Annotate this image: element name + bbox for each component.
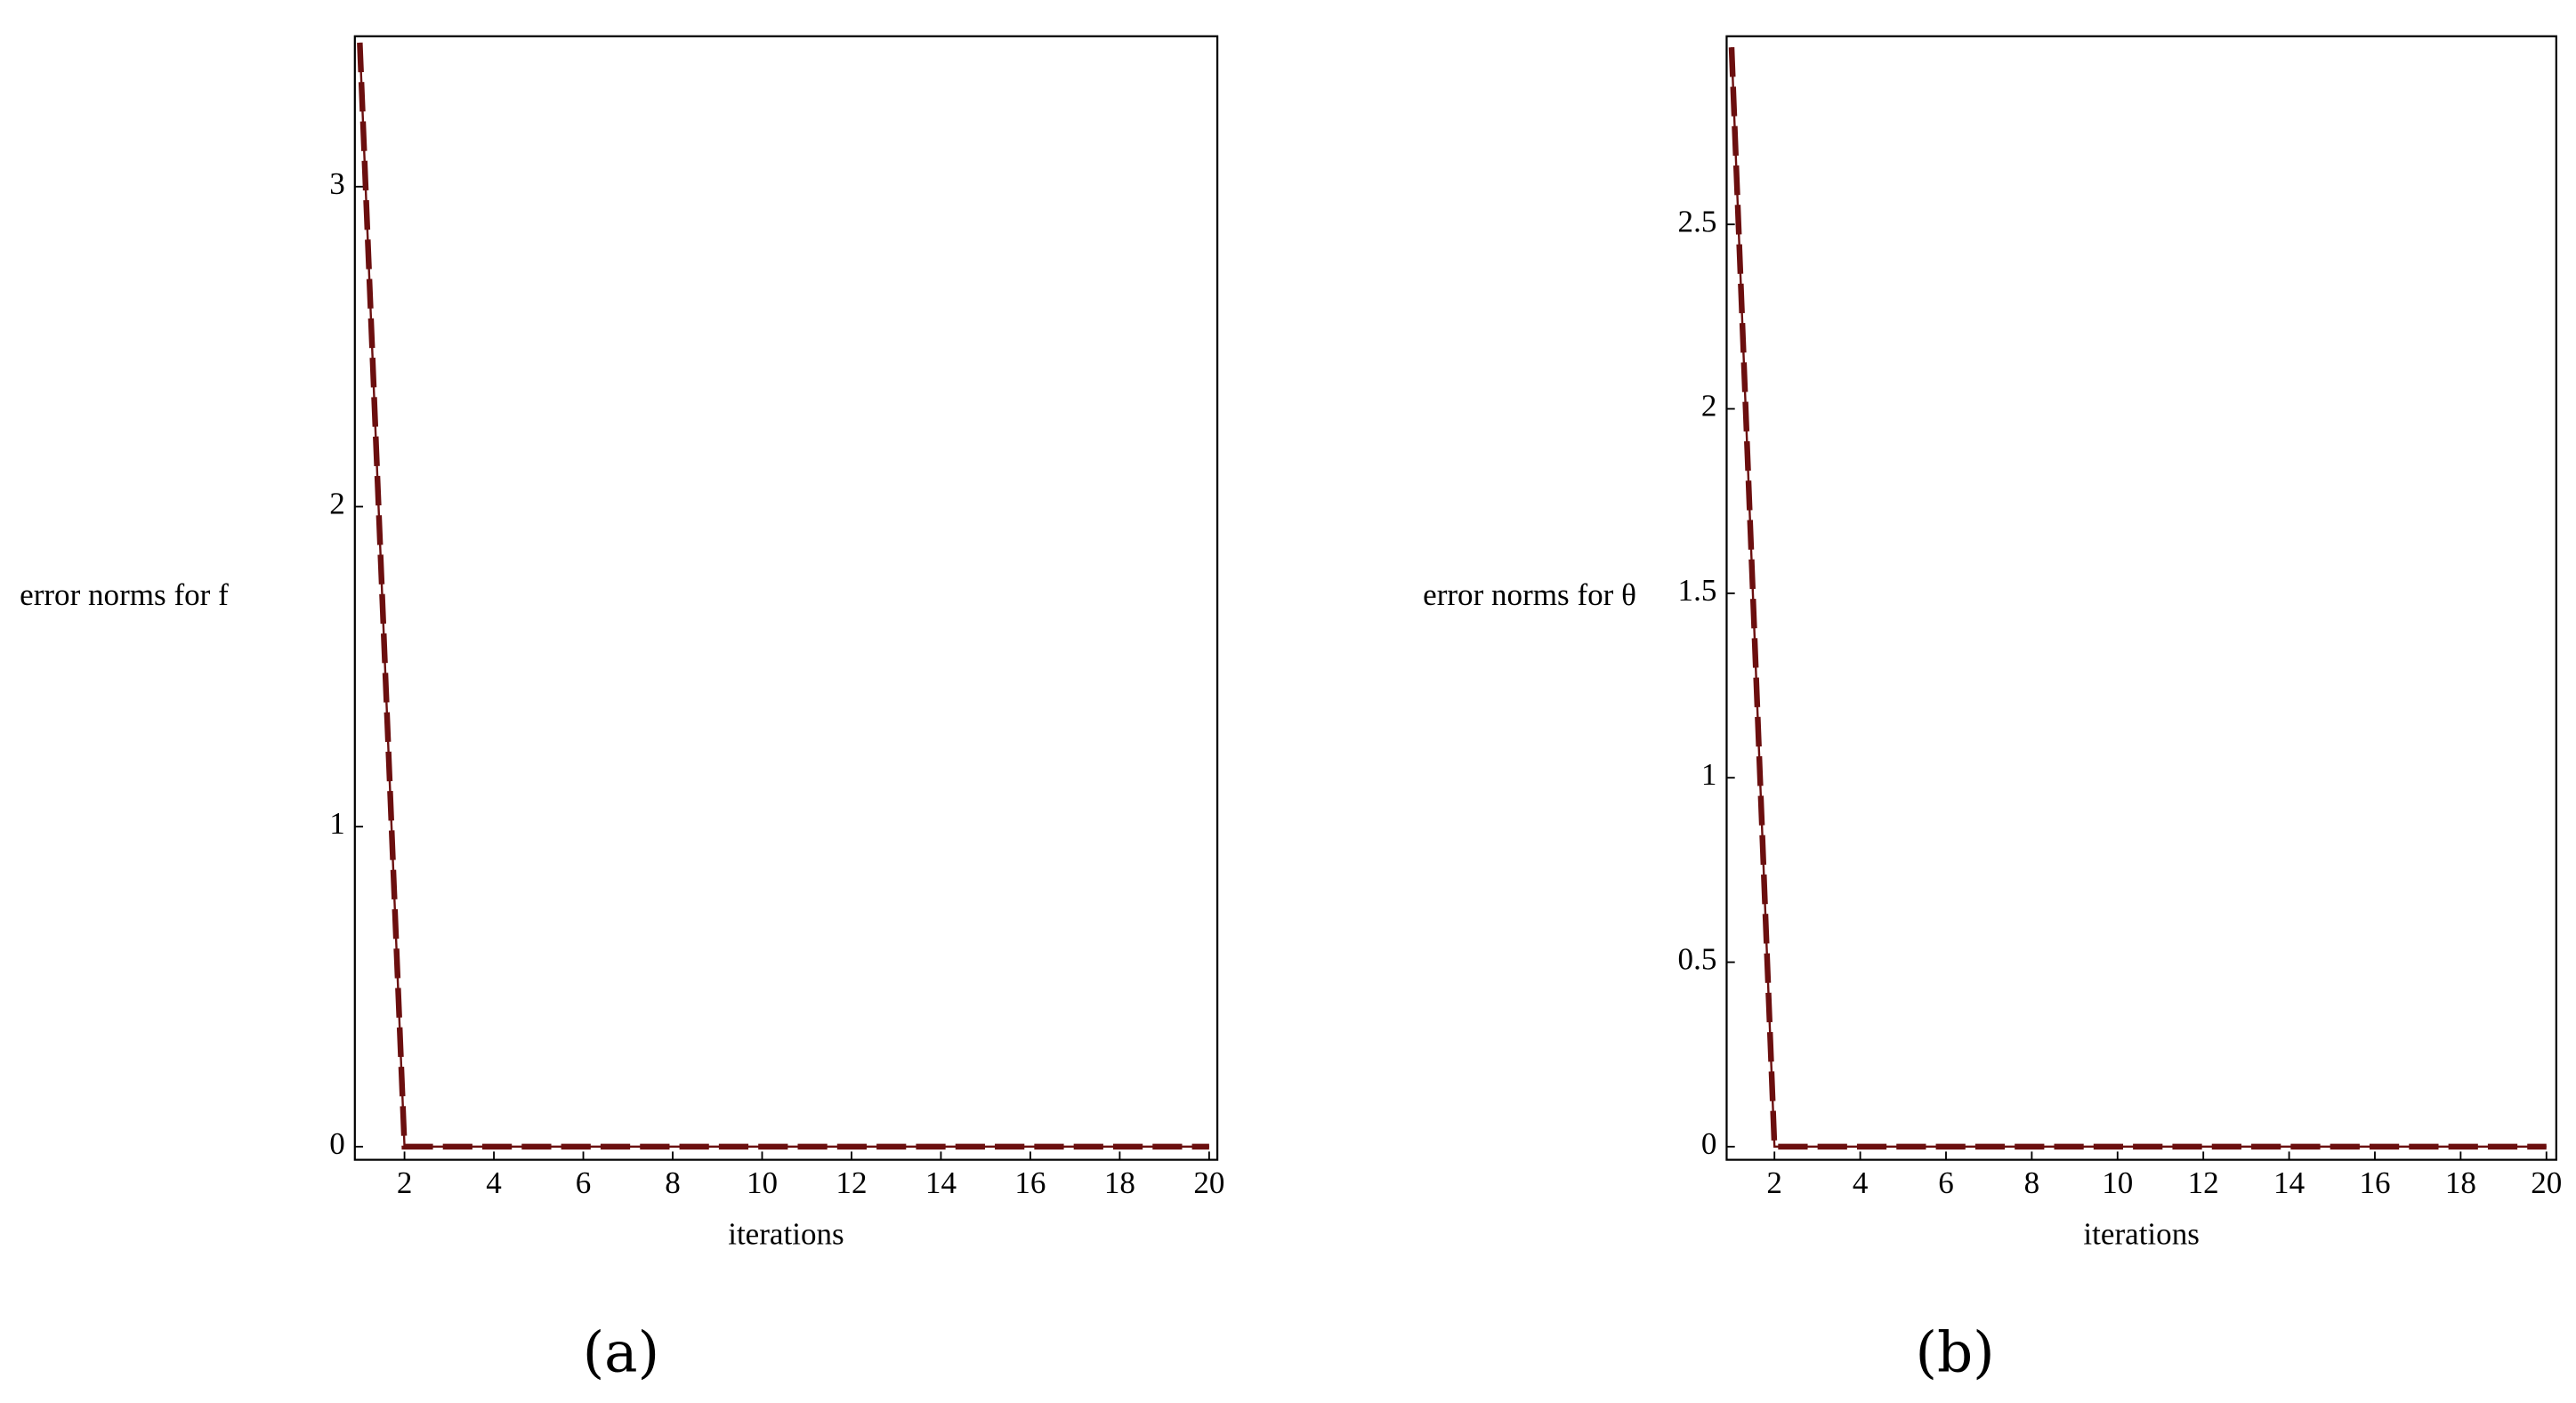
x-tick-label: 12 (2188, 1165, 2219, 1200)
x-tick-label: 14 (925, 1165, 957, 1200)
x-tick-label: 6 (1938, 1165, 1954, 1200)
x-tick-label: 14 (2273, 1165, 2305, 1200)
x-tick-label: 10 (747, 1165, 778, 1200)
line-series (1730, 47, 2547, 1149)
x-tick-label: 2 (397, 1165, 413, 1200)
y-tick-label: 1.5 (1678, 573, 1717, 608)
plot-frame (353, 35, 1219, 1161)
x-tick-label: 2 (1766, 1165, 1782, 1200)
x-tick-label: 8 (665, 1165, 681, 1200)
x-tick-label: 20 (2531, 1165, 2562, 1200)
x-tick-label: 4 (486, 1165, 502, 1200)
x-tick-label: 6 (576, 1165, 592, 1200)
x-tick-label: 8 (2024, 1165, 2040, 1200)
x-tick-label: 10 (2102, 1165, 2133, 1200)
y-tick-label: 2 (1701, 389, 1717, 423)
line-series-dashed (357, 42, 1209, 1150)
x-tick-label: 12 (836, 1165, 867, 1200)
x-tick-label: 20 (1193, 1165, 1224, 1200)
y-tick-label: 2 (329, 487, 345, 521)
plot-frame (1725, 35, 2557, 1161)
line-series (359, 42, 1209, 1149)
y-tick-label: 1 (1701, 757, 1717, 792)
x-tick-label: 18 (1104, 1165, 1135, 1200)
line-series-dashed (1728, 47, 2547, 1150)
panel-caption: (b) (1916, 1320, 1995, 1385)
x-axis-label: iterations (728, 1216, 844, 1251)
y-tick-label: 0 (329, 1126, 345, 1161)
y-tick-label: 0 (1701, 1126, 1717, 1161)
x-axis-label: iterations (2083, 1216, 2199, 1251)
y-axis-label: error norms for f (20, 577, 229, 612)
y-tick-label: 1 (329, 806, 345, 841)
x-tick-label: 4 (1853, 1165, 1869, 1200)
y-tick-label: 2.5 (1678, 204, 1717, 238)
x-tick-label: 16 (2359, 1165, 2390, 1200)
y-tick-label: 3 (329, 166, 345, 201)
y-tick-label: 0.5 (1678, 942, 1717, 977)
y-axis-label: error norms for θ (1423, 577, 1636, 612)
x-tick-label: 18 (2445, 1165, 2476, 1200)
x-tick-label: 16 (1014, 1165, 1046, 1200)
panel-caption: (a) (583, 1320, 659, 1385)
